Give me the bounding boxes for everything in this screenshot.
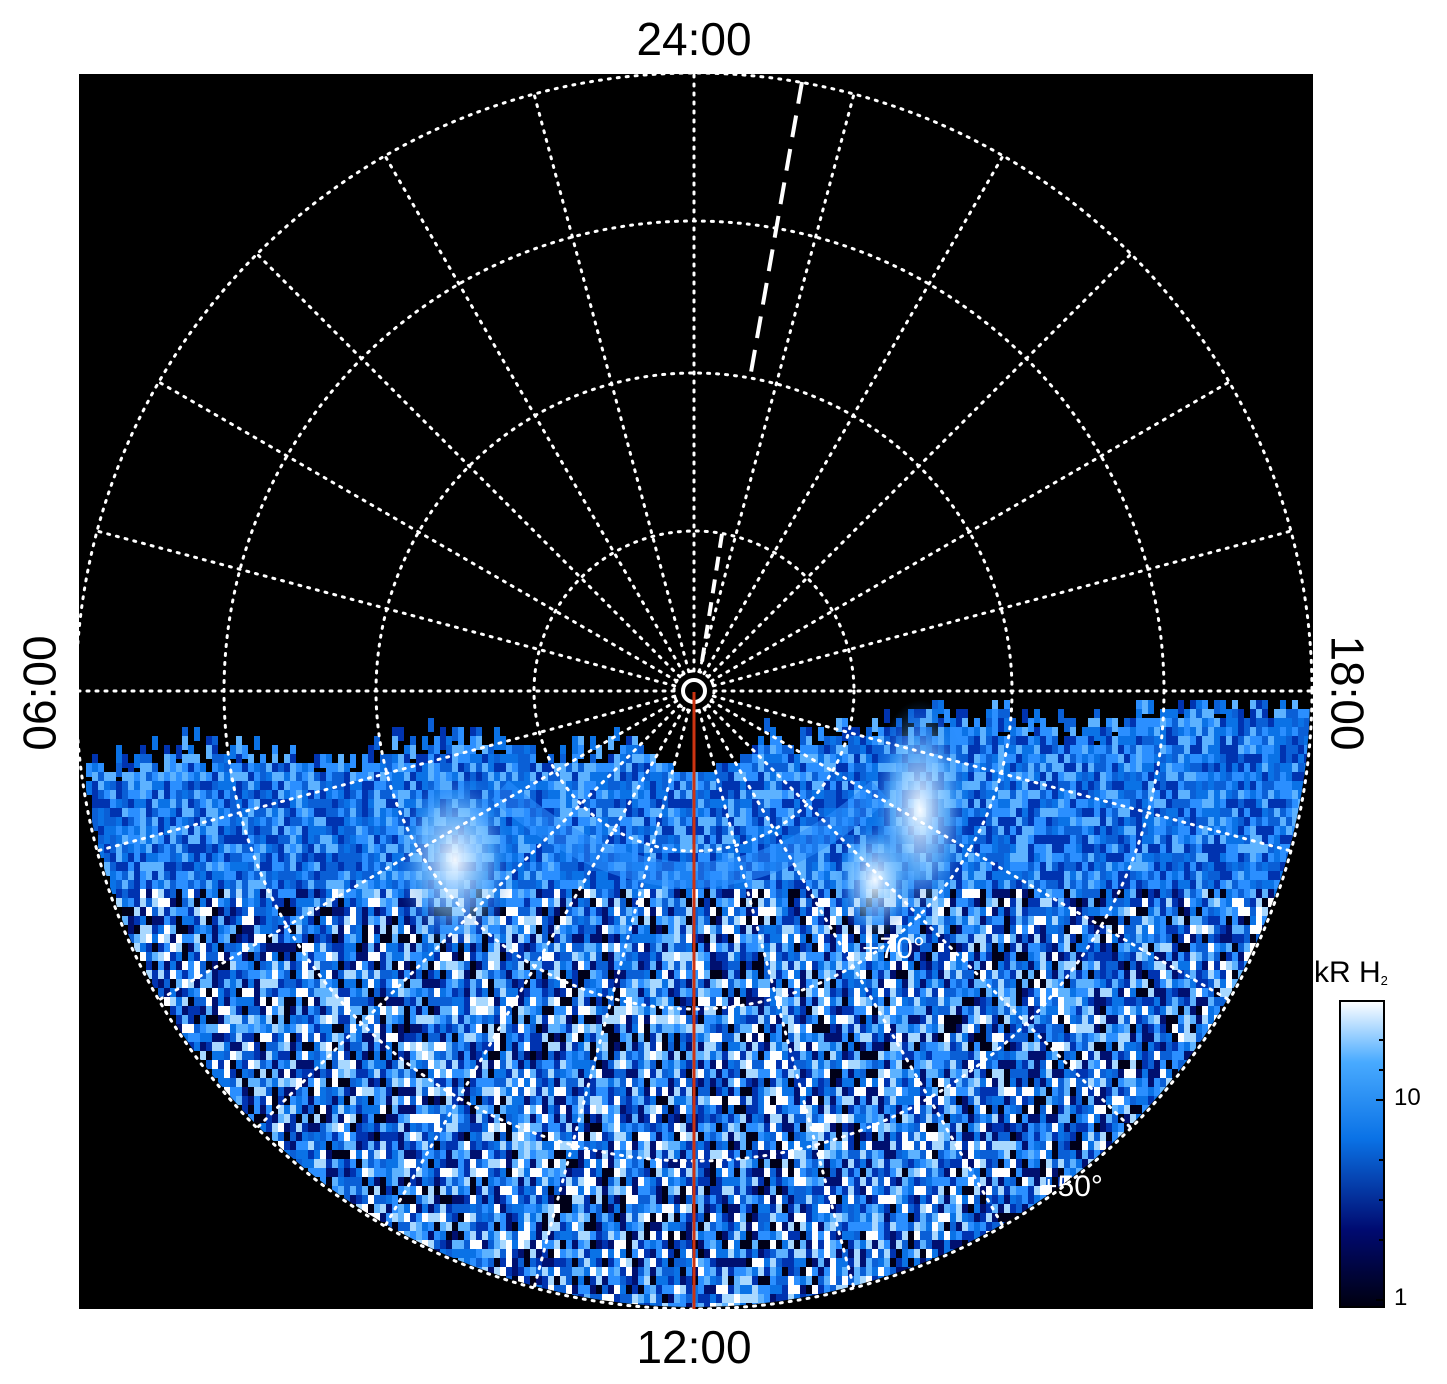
label-midnight: 24:00 bbox=[636, 13, 752, 65]
label-dusk: 18:00 bbox=[1322, 635, 1374, 751]
colorbar bbox=[1339, 1000, 1385, 1308]
label-dawn: 06:00 bbox=[14, 635, 66, 751]
label-noon: 12:00 bbox=[636, 1321, 752, 1373]
label-dawn-wrap: 06:00 bbox=[10, 613, 70, 773]
colorbar-tick-10: 10 bbox=[1394, 1084, 1421, 1111]
auroral-emission-image bbox=[86, 700, 1310, 1307]
colorbar-tick-1: 1 bbox=[1394, 1284, 1408, 1311]
label-dusk-wrap: 18:00 bbox=[1318, 613, 1378, 773]
latitude-label-70: +70° bbox=[862, 932, 925, 965]
colorbar-title: kR H2 bbox=[1314, 956, 1388, 989]
colorbar-ticks bbox=[1376, 1039, 1384, 1301]
dashed-meridian-marker bbox=[748, 81, 804, 379]
latitude-label-50: +50° bbox=[1040, 1170, 1103, 1203]
